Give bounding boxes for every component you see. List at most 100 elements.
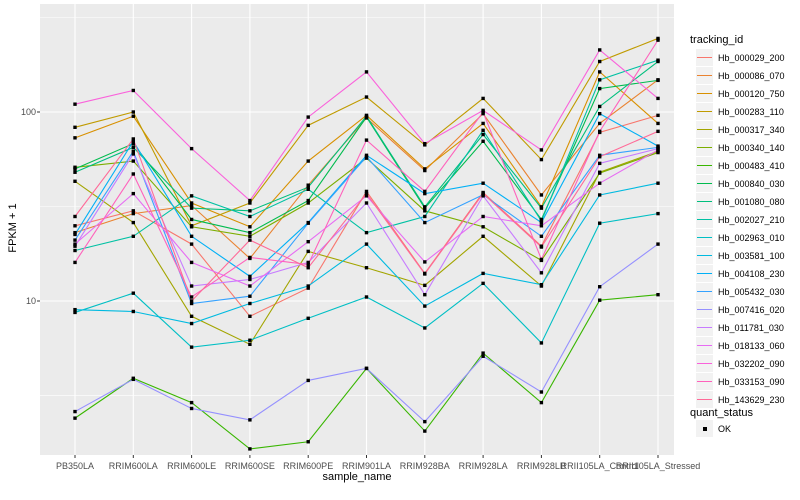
data-point-Hb_143629_230 [248,238,252,242]
line-swatch-icon [697,381,712,383]
data-point-Hb_001080_080 [423,205,427,209]
data-point-Hb_004108_230 [481,181,485,185]
legend-item-Hb_000317_340: Hb_000317_340 [696,121,785,138]
data-point-Hb_000483_410 [481,351,485,355]
legend-item-label: Hb_005432_030 [718,286,785,297]
data-point-Hb_011781_030 [306,260,310,265]
data-point-Hb_000340_140 [481,225,485,229]
data-point-Hb_002963_010 [189,345,194,349]
data-point-Hb_003581_100 [481,271,485,276]
legend-item-label: Hb_000340_140 [718,142,785,153]
data-point-Hb_018133_060 [598,181,602,185]
line-swatch-icon [697,399,712,401]
data-point-Hb_000317_340 [306,249,310,254]
data-point-Hb_002027_210 [598,78,602,82]
data-point-Hb_007416_020 [248,418,252,422]
data-point-Hb_000483_410 [656,292,660,297]
data-point-Hb_000317_340 [481,234,485,238]
data-point-Hb_000283_110 [598,59,602,64]
legend-item-Hb_000029_200: Hb_000029_200 [696,49,785,66]
data-point-Hb_032202_090 [248,198,252,203]
data-point-Hb_004108_230 [423,191,427,196]
data-point-Hb_018133_060 [364,194,369,198]
data-point-Hb_002963_010 [481,281,485,286]
data-point-Hb_001080_080 [539,206,544,210]
line-swatch-icon [697,183,712,185]
legend-item-Hb_001080_080: Hb_001080_080 [696,193,785,210]
legend-item-label: Hb_032202_090 [718,358,785,369]
data-point-Hb_000483_410 [598,298,602,302]
data-point-Hb_002027_210 [364,230,369,235]
legend-item-Hb_000120_750: Hb_000120_750 [696,85,785,102]
data-point-Hb_002027_210 [131,234,135,238]
data-point-Hb_002963_010 [539,341,544,345]
data-point-Hb_032202_090 [423,141,427,146]
data-point-Hb_000283_110 [131,110,135,114]
data-point-Hb_001080_080 [248,209,252,213]
data-point-Hb_005432_030 [306,221,310,225]
data-point-Hb_000029_200 [364,189,369,194]
data-point-Hb_033153_090 [481,110,485,114]
data-point-Hb_007416_020 [364,366,369,371]
data-point-Hb_000120_750 [423,167,427,171]
data-point-Hb_011781_030 [73,244,77,248]
legend-item-Hb_003581_100: Hb_003581_100 [696,247,785,264]
x-tick-label: RRIM600LE [167,461,217,471]
data-point-Hb_032202_090 [189,146,194,151]
data-point-Hb_033153_090 [248,255,252,260]
data-point-Hb_000483_410 [423,429,427,433]
data-point-Hb_007416_020 [656,242,660,246]
data-point-Hb_002027_210 [656,58,660,62]
data-point-Hb_000120_750 [481,121,485,126]
data-point-Hb_002027_210 [248,214,252,219]
data-point-Hb_000086_070 [598,121,602,126]
legend-item-label: Hb_000120_750 [718,88,785,99]
data-point-Hb_003581_100 [73,307,77,312]
data-point-Hb_004108_230 [539,220,544,225]
data-point-Hb_143629_230 [306,266,310,270]
data-point-Hb_000340_140 [189,225,194,229]
line-swatch-icon [697,255,712,257]
legend-item-label: Hb_000029_200 [718,52,785,63]
data-point-Hb_000840_030 [656,78,660,83]
legend-key [696,301,713,318]
legend-item-Hb_007416_020: Hb_007416_020 [696,301,785,318]
data-point-Hb_000120_750 [248,225,252,229]
data-point-Hb_000029_200 [131,209,135,213]
data-point-Hb_000029_200 [656,113,660,118]
data-point-Hb_002963_010 [598,221,602,225]
legend-item-label: Hb_033153_090 [718,376,785,387]
data-point-Hb_032202_090 [598,48,602,52]
line-swatch-icon [697,165,712,167]
data-point-Hb_143629_230 [481,191,485,196]
data-point-Hb_000483_410 [539,400,544,405]
data-point-Hb_000483_410 [248,447,252,451]
data-point-Hb_000120_750 [189,201,194,205]
line-swatch-icon [697,147,712,149]
legend-item-Hb_018133_060: Hb_018133_060 [696,337,785,354]
data-point-Hb_002963_010 [656,211,660,216]
y-tick-label: 100 [20,107,36,117]
data-point-Hb_007416_020 [73,409,77,414]
data-point-Hb_004108_230 [73,232,77,237]
data-point-Hb_018133_060 [189,260,194,265]
legend-key [696,391,713,408]
data-point-Hb_000340_140 [131,159,135,163]
data-point-Hb_003581_100 [131,309,135,314]
legend-key [696,211,713,228]
legend-item-label: Hb_003581_100 [718,250,785,261]
data-point-Hb_033153_090 [598,129,602,134]
data-point-Hb_018133_060 [481,214,485,219]
line-swatch-icon [697,237,712,239]
legend-key [696,355,713,372]
data-point-Hb_018133_060 [423,260,427,264]
data-point-Hb_005432_030 [423,220,427,225]
legend-key [696,175,713,192]
x-tick-label: RRIM928LA [458,461,508,471]
data-point-Hb_000340_140 [306,201,310,205]
legend-title-tracking-id: tracking_id [690,34,744,46]
data-point-Hb_003581_100 [539,282,544,287]
data-point-Hb_000483_410 [189,400,194,405]
data-point-Hb_018133_060 [656,148,660,152]
